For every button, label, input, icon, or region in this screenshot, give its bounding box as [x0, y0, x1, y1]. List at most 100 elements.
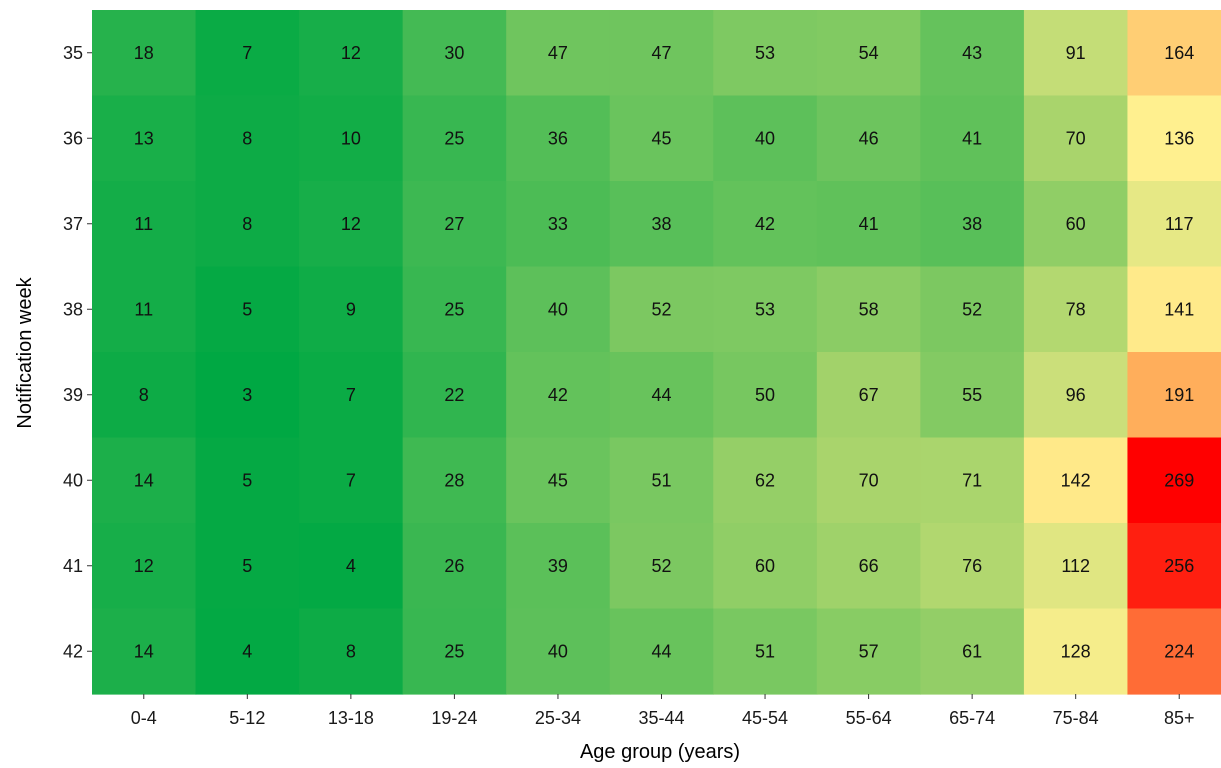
heatmap-cell — [920, 608, 1025, 695]
cell-value-label: 27 — [444, 214, 464, 234]
cell-value-label: 96 — [1066, 385, 1086, 405]
cell-value-label: 45 — [548, 470, 568, 490]
heatmap-cell — [402, 10, 507, 97]
heatmap-cell — [713, 181, 818, 268]
x-tick-label: 55-64 — [846, 708, 892, 728]
heatmap-cell — [920, 523, 1025, 610]
heatmap-cell — [713, 352, 818, 439]
heatmap-cell — [195, 10, 300, 97]
cell-value-label: 46 — [859, 128, 879, 148]
heatmap-cell — [195, 181, 300, 268]
cell-value-label: 91 — [1066, 43, 1086, 63]
x-axis-title: Age group (years) — [580, 741, 740, 763]
cell-value-label: 54 — [859, 43, 879, 63]
cell-value-label: 41 — [962, 128, 982, 148]
heatmap-cell — [299, 437, 404, 524]
cell-value-label: 28 — [444, 470, 464, 490]
heatmap-cell — [92, 437, 197, 524]
heatmap-cell — [195, 352, 300, 439]
heatmap-cell — [402, 608, 507, 695]
heatmap-cell — [402, 437, 507, 524]
heatmap-cell — [609, 266, 714, 353]
heatmap-cell — [816, 10, 921, 97]
heatmap-cell — [92, 608, 197, 695]
heatmap-cell — [713, 608, 818, 695]
heatmap-cell — [1023, 523, 1129, 610]
cell-value-label: 60 — [1066, 214, 1086, 234]
cell-value-label: 224 — [1164, 641, 1194, 661]
y-tick-label: 36 — [63, 128, 83, 148]
x-tick-label: 85+ — [1164, 708, 1195, 728]
cell-value-label: 47 — [548, 43, 568, 63]
cell-value-label: 53 — [755, 43, 775, 63]
heatmap-cell — [609, 10, 714, 97]
cell-value-label: 136 — [1164, 128, 1194, 148]
heatmap-cell — [1023, 608, 1129, 695]
cell-value-label: 40 — [548, 641, 568, 661]
cell-value-label: 38 — [962, 214, 982, 234]
heatmap-cell — [402, 352, 507, 439]
cell-value-label: 4 — [242, 641, 252, 661]
cell-value-label: 70 — [1066, 128, 1086, 148]
cell-value-label: 71 — [962, 470, 982, 490]
y-tick-label: 37 — [63, 214, 83, 234]
heatmap-cell — [920, 437, 1025, 524]
cell-value-label: 12 — [341, 214, 361, 234]
cell-value-label: 5 — [242, 299, 252, 319]
heatmap-cell — [816, 608, 921, 695]
cell-value-label: 53 — [755, 299, 775, 319]
x-tick-label: 0-4 — [131, 708, 157, 728]
heatmap-cell — [195, 523, 300, 610]
heatmap-cell — [195, 437, 300, 524]
heatmap-cell — [713, 523, 818, 610]
cell-value-label: 164 — [1164, 43, 1194, 63]
cell-value-label: 42 — [755, 214, 775, 234]
cell-value-label: 142 — [1061, 470, 1091, 490]
cell-value-label: 7 — [346, 385, 356, 405]
heatmap-cell — [506, 608, 611, 695]
cell-value-label: 5 — [242, 470, 252, 490]
heatmap-cell — [816, 181, 921, 268]
heatmap-cell — [92, 181, 197, 268]
heatmap-cell — [195, 608, 300, 695]
x-tick-label: 25-34 — [535, 708, 581, 728]
y-tick-label: 39 — [63, 385, 83, 405]
heatmap-cell — [609, 352, 714, 439]
cell-value-label: 52 — [651, 299, 671, 319]
heatmap-cell — [1127, 608, 1221, 695]
heatmap-cell — [92, 352, 197, 439]
cell-value-label: 5 — [242, 556, 252, 576]
heatmap-cell — [816, 437, 921, 524]
heatmap-cell — [920, 181, 1025, 268]
heatmap-cell — [299, 352, 404, 439]
heatmap-cell — [1023, 437, 1129, 524]
cell-value-label: 42 — [548, 385, 568, 405]
heatmap-cell — [1023, 266, 1129, 353]
cell-value-label: 43 — [962, 43, 982, 63]
heatmap-cell — [1023, 352, 1129, 439]
cell-value-label: 40 — [548, 299, 568, 319]
cell-value-label: 66 — [859, 556, 879, 576]
cell-value-label: 12 — [341, 43, 361, 63]
heatmap-cell — [92, 266, 197, 353]
heatmap-cell — [506, 523, 611, 610]
heatmap-cell — [1023, 95, 1129, 182]
cell-value-label: 30 — [444, 43, 464, 63]
cell-value-label: 7 — [242, 43, 252, 63]
cell-value-label: 25 — [444, 641, 464, 661]
cell-value-label: 112 — [1061, 556, 1090, 576]
cell-value-label: 11 — [134, 214, 153, 234]
cell-value-label: 8 — [242, 214, 252, 234]
cell-value-label: 76 — [962, 556, 982, 576]
heatmap-cell — [1127, 10, 1221, 97]
heatmap-cell — [1127, 95, 1221, 182]
heatmap-cell — [1127, 266, 1221, 353]
cell-value-label: 40 — [755, 128, 775, 148]
cell-value-label: 4 — [346, 556, 356, 576]
heatmap-cell — [713, 10, 818, 97]
y-tick-label: 38 — [63, 299, 83, 319]
heatmap-cell — [506, 10, 611, 97]
cell-value-label: 78 — [1066, 299, 1086, 319]
